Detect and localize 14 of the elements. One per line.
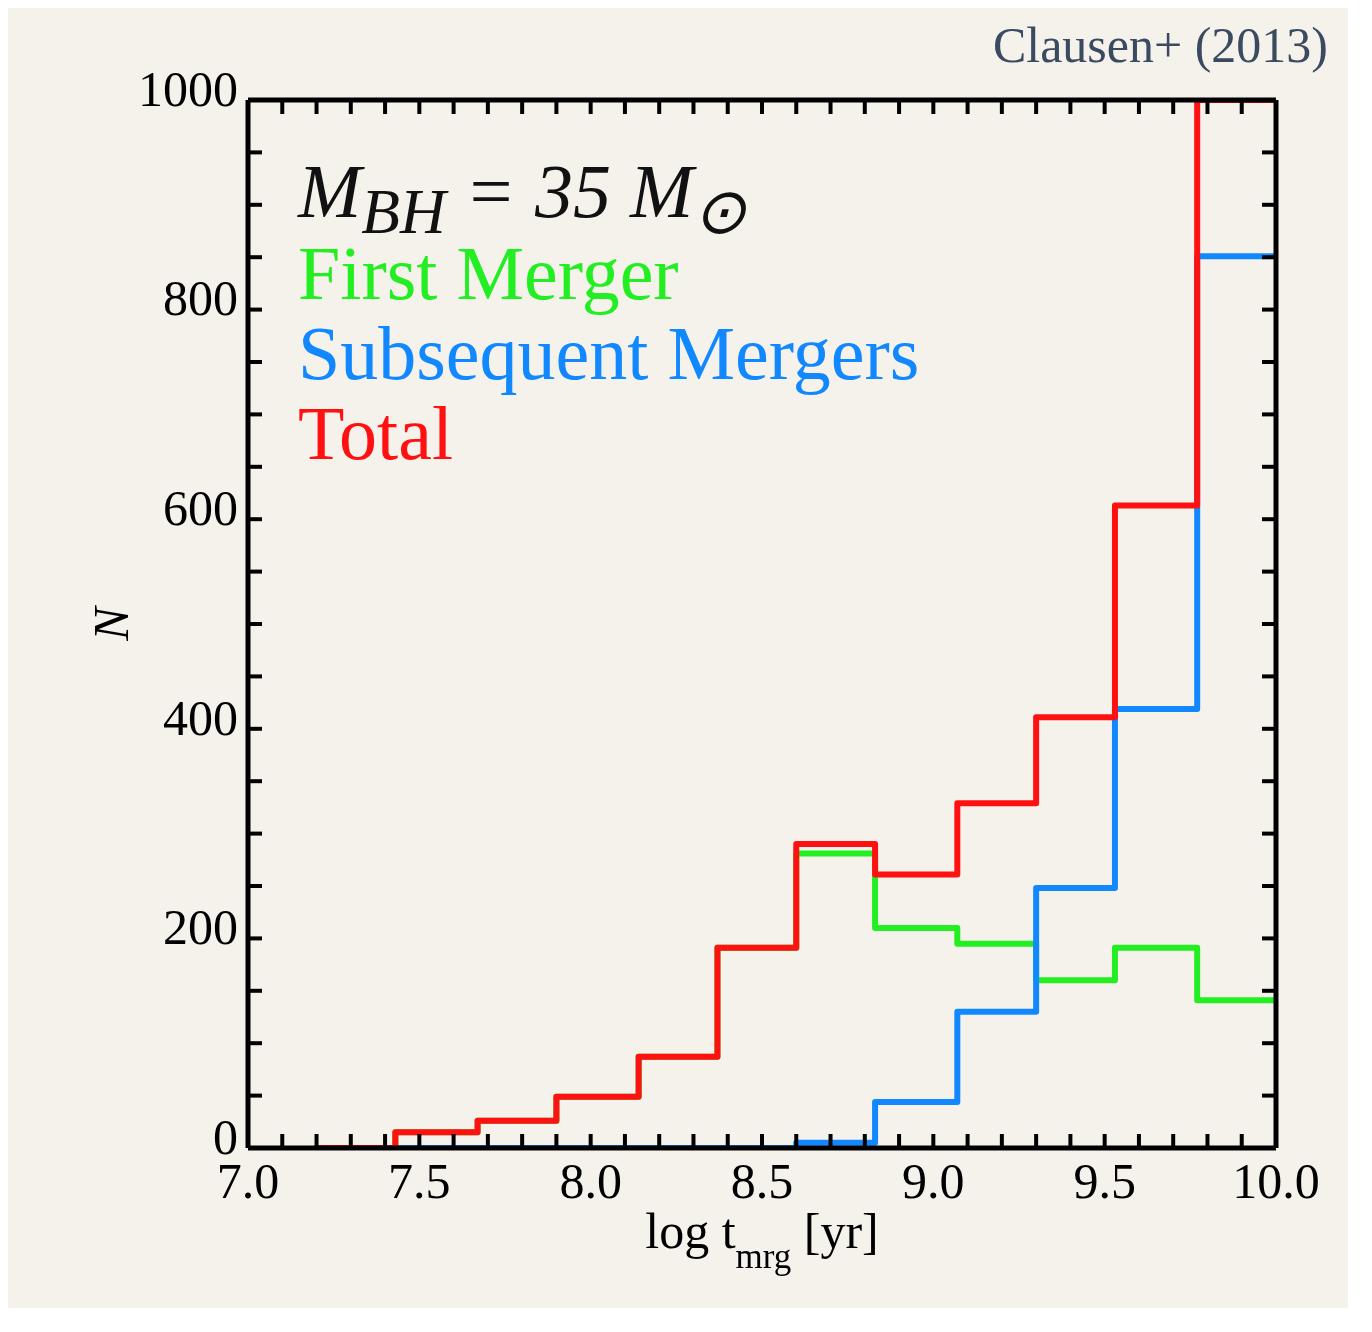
x-tick-label: 8.0 bbox=[559, 1152, 622, 1209]
x-tick-label: 9.0 bbox=[902, 1152, 965, 1209]
x-tick-label: 10.0 bbox=[1232, 1152, 1320, 1209]
y-tick-label: 800 bbox=[163, 270, 238, 327]
y-tick-label: 1000 bbox=[138, 60, 238, 117]
y-tick-label: 200 bbox=[163, 899, 238, 956]
y-tick-label: 600 bbox=[163, 479, 238, 536]
x-tick-label: 7.5 bbox=[388, 1152, 451, 1209]
text: Clausen+ (2013) bbox=[992, 17, 1328, 73]
annotation: M$_{BH}$ = 35 M$_{⊙}$ bbox=[298, 149, 747, 248]
y-tick-label: 400 bbox=[163, 689, 238, 746]
x-tick-label: 9.5 bbox=[1073, 1152, 1136, 1209]
y-axis-title: N bbox=[83, 604, 139, 642]
text: Total bbox=[298, 391, 454, 475]
